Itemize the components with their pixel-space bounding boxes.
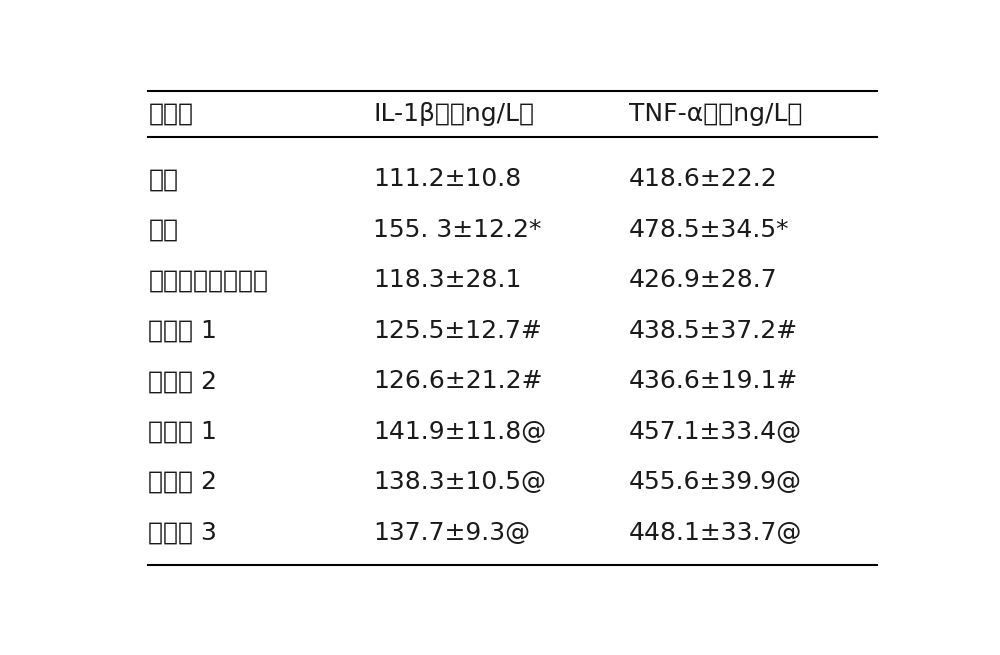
Text: 457.1±33.4@: 457.1±33.4@ [629,420,802,443]
Text: 对比例 2: 对比例 2 [148,470,217,494]
Text: IL-1β　（ng/L）: IL-1β （ng/L） [373,102,534,126]
Text: 155. 3±12.2*: 155. 3±12.2* [373,218,541,242]
Text: 426.9±28.7: 426.9±28.7 [629,269,777,292]
Text: 137.7±9.3@: 137.7±9.3@ [373,521,530,544]
Text: 118.3±28.1: 118.3±28.1 [373,269,521,292]
Text: 455.6±39.9@: 455.6±39.9@ [629,470,802,494]
Text: 478.5±34.5*: 478.5±34.5* [629,218,789,242]
Text: 对比例 1: 对比例 1 [148,420,217,443]
Text: TNF-α　（ng/L）: TNF-α （ng/L） [629,102,802,126]
Text: 实施例 2: 实施例 2 [148,369,217,393]
Text: 实验组: 实验组 [148,102,193,126]
Text: 126.6±21.2#: 126.6±21.2# [373,369,542,393]
Text: 马应龙麝香痔疮膏: 马应龙麝香痔疮膏 [148,269,268,292]
Text: 438.5±37.2#: 438.5±37.2# [629,319,798,343]
Text: 空白: 空白 [148,168,178,191]
Text: 141.9±11.8@: 141.9±11.8@ [373,420,546,443]
Text: 实施例 1: 实施例 1 [148,319,217,343]
Text: 125.5±12.7#: 125.5±12.7# [373,319,542,343]
Text: 436.6±19.1#: 436.6±19.1# [629,369,798,393]
Text: 对比例 3: 对比例 3 [148,521,217,544]
Text: 模型: 模型 [148,218,178,242]
Text: 448.1±33.7@: 448.1±33.7@ [629,521,802,544]
Text: 138.3±10.5@: 138.3±10.5@ [373,470,546,494]
Text: 111.2±10.8: 111.2±10.8 [373,168,521,191]
Text: 418.6±22.2: 418.6±22.2 [629,168,778,191]
